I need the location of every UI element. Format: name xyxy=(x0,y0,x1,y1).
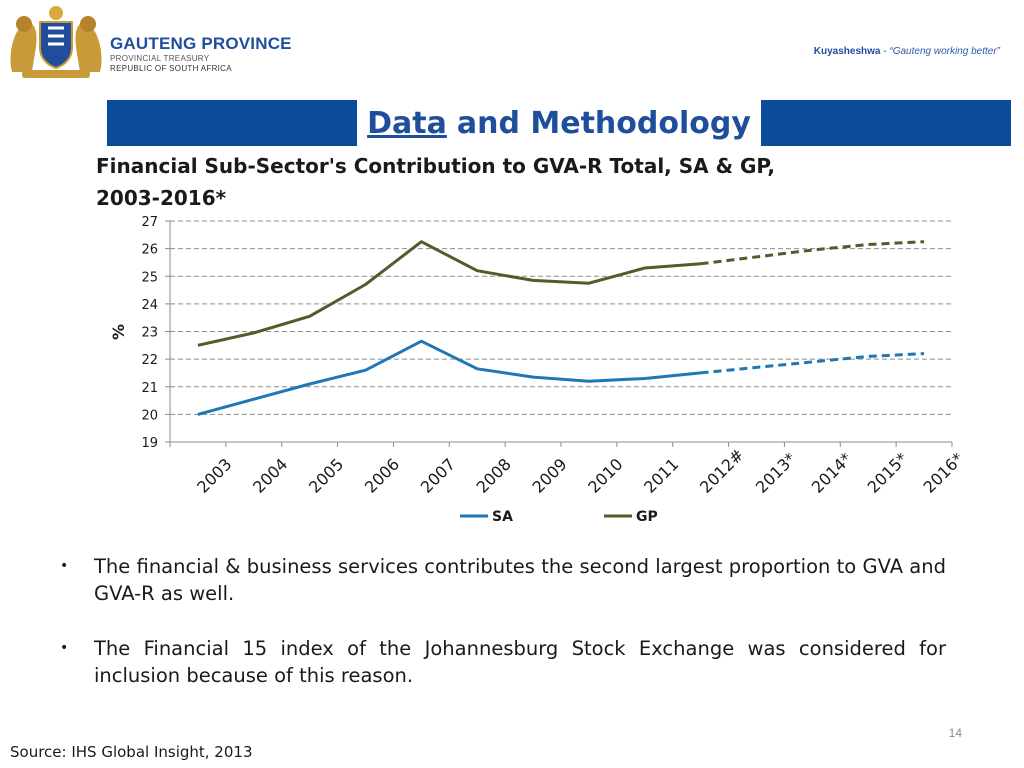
y-tick-label-22: 22 xyxy=(141,353,158,368)
x-tick-labels: 2003 2004 2005 2006 2007 2008 2009 2010 2011 2012… xyxy=(193,445,967,497)
chart-grid xyxy=(170,220,952,415)
source-note: Source: IHS Global Insight, 2013 xyxy=(10,743,253,761)
section-banner: Data and Methodology xyxy=(107,100,1011,146)
ribbon-shape xyxy=(22,70,90,78)
y-tick-label-19: 19 xyxy=(141,436,158,451)
series-GP-dashed xyxy=(700,240,925,266)
chart-title-line1: Financial Sub-Sector's Contribution to G… xyxy=(96,154,775,178)
bullet-text-2: The Financial 15 index of the Johannesbu… xyxy=(94,637,946,687)
x-tick-label-2014*: 2014* xyxy=(808,449,856,497)
x-tick-label-2015*: 2015* xyxy=(864,449,912,497)
y-tick-labels: 19 20 21 22 23 24 25 26 27 xyxy=(141,215,158,451)
banner-title: Data and Methodology xyxy=(357,100,761,146)
x-tick-label-2012#: 2012# xyxy=(696,445,748,497)
bullet-item-2: • The Financial 15 index of the Johannes… xyxy=(60,635,946,689)
x-tick-label-2003: 2003 xyxy=(193,455,235,497)
y-tick-label-27: 27 xyxy=(141,215,158,230)
y-tick-label-21: 21 xyxy=(141,381,158,396)
bullet-dot-1: • xyxy=(60,558,69,574)
y-tick-label-24: 24 xyxy=(141,298,158,313)
org-name: GAUTENG PROVINCE xyxy=(110,34,292,53)
org-country: REPUBLIC OF SOUTH AFRICA xyxy=(110,64,232,73)
y-tick-label-26: 26 xyxy=(141,243,158,258)
lion-right-shape xyxy=(75,22,102,73)
chart-series xyxy=(197,240,925,416)
org-department: PROVINCIAL TREASURY xyxy=(110,54,210,63)
lion-left-head xyxy=(16,16,32,32)
y-tick-label-25: 25 xyxy=(141,270,158,285)
series-GP-solid xyxy=(197,240,701,347)
x-tick-label-2007: 2007 xyxy=(417,455,459,497)
series-SA-solid xyxy=(197,339,701,416)
chart-title: Financial Sub-Sector's Contribution to G… xyxy=(96,150,996,214)
x-tick-label-2006: 2006 xyxy=(361,455,403,497)
slogan: Kuyasheshwa - “Gauteng working better” xyxy=(814,46,1000,57)
legend-label-SA: SA xyxy=(492,509,513,525)
chart-axes xyxy=(165,220,953,447)
bullet-text-1: The financial & business services contri… xyxy=(94,555,946,605)
x-tick-label-2005: 2005 xyxy=(305,455,347,497)
slogan-dash: - xyxy=(880,46,890,57)
crest-shape xyxy=(49,6,63,20)
page-number: 14 xyxy=(948,726,962,740)
chart-title-line2: 2003-2016* xyxy=(96,186,227,210)
slogan-quote: “Gauteng working better” xyxy=(889,46,1000,57)
y-tick-label-23: 23 xyxy=(141,326,158,341)
banner-title-underlined: Data xyxy=(367,105,447,141)
x-tick-label-2004: 2004 xyxy=(249,455,291,497)
bullet-list: • The financial & business services cont… xyxy=(60,553,946,717)
x-tick-label-2008: 2008 xyxy=(473,455,515,497)
slogan-word: Kuyasheshwa xyxy=(813,46,881,57)
x-tick-label-2011: 2011 xyxy=(640,455,682,497)
bullet-dot-2: • xyxy=(60,640,69,656)
chart-legend: SA GP xyxy=(460,509,658,525)
legend-label-GP: GP xyxy=(636,509,658,525)
x-tick-label-2016*: 2016* xyxy=(919,449,967,497)
x-tick-label-2010: 2010 xyxy=(584,455,626,497)
lion-left-shape xyxy=(10,22,37,73)
banner-title-rest: and Methodology xyxy=(456,105,751,141)
org-block: GAUTENG PROVINCE PROVINCIAL TREASURY REP… xyxy=(110,34,292,74)
x-tick-label-2013*: 2013* xyxy=(752,449,800,497)
bullet-item-1: • The financial & business services cont… xyxy=(60,553,946,607)
coat-of-arms-logo xyxy=(4,2,108,80)
y-tick-label-20: 20 xyxy=(141,408,158,423)
series-SA-dashed xyxy=(700,352,925,375)
y-axis-label: % xyxy=(109,324,128,340)
x-tick-label-2009: 2009 xyxy=(528,455,570,497)
lion-right-head xyxy=(80,16,96,32)
